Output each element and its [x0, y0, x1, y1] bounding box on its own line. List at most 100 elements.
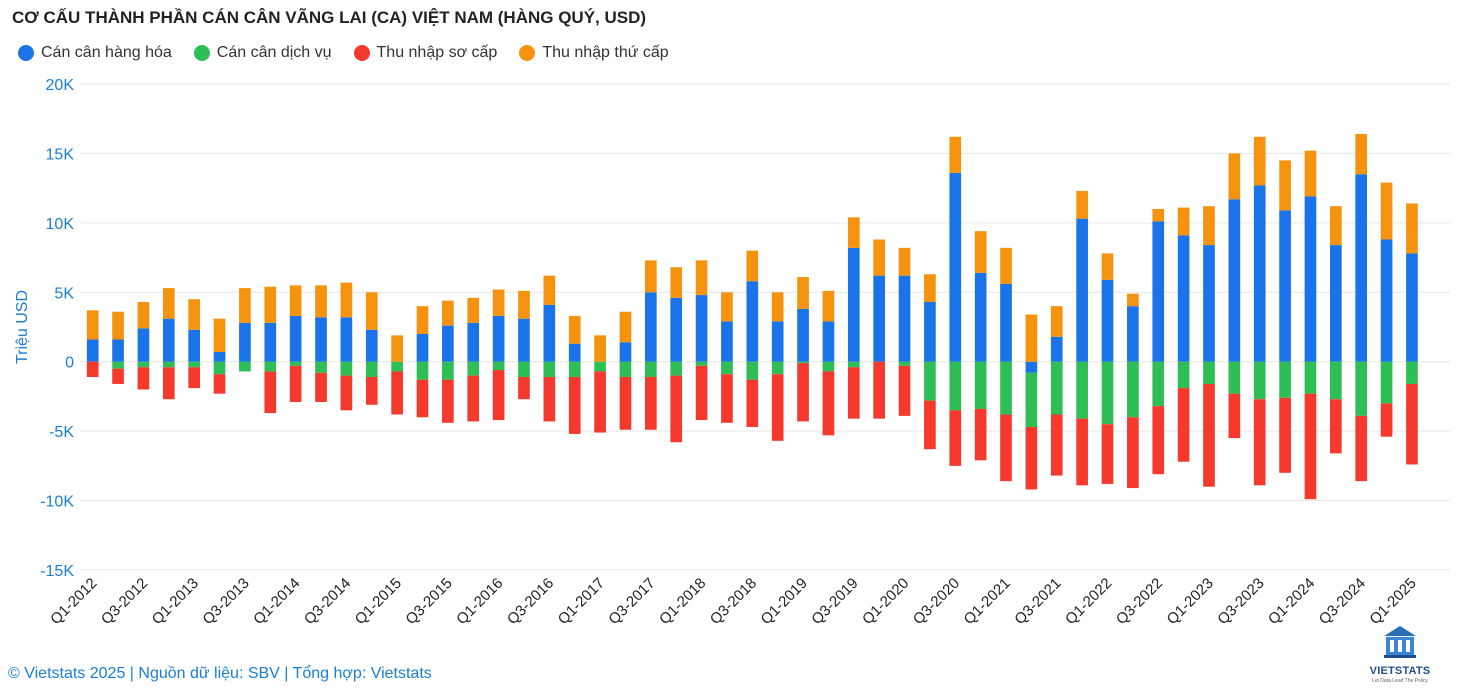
bar-primary-income-Q2-2021 [1025, 426, 1038, 490]
bar-services-Q3-2019 [847, 361, 860, 368]
bar-goods-Q4-2019 [873, 275, 886, 362]
bar-primary-income-Q3-2019 [847, 367, 860, 419]
bar-secondary-income-Q1-2018 [695, 260, 708, 296]
bar-secondary-income-Q3-2013 [239, 288, 251, 323]
x-tick-label: Q3-2022 [1113, 575, 1166, 628]
bar-goods-Q3-2014 [340, 317, 353, 362]
bar-services-Q2-2018 [721, 361, 733, 375]
bar-goods-Q4-2017 [670, 297, 683, 362]
bar-goods-Q3-2015 [442, 325, 454, 362]
legend-dot-goods [18, 45, 34, 61]
bar-goods-Q3-2016 [543, 304, 556, 362]
bar-primary-income-Q1-2014 [289, 365, 302, 402]
bar-primary-income-Q3-2024 [1355, 415, 1368, 482]
y-tick-label: -10K [40, 494, 74, 511]
bar-goods-Q1-2013 [188, 329, 201, 362]
bar-goods-Q4-2013 [264, 322, 277, 362]
bar-services-Q1-2020 [898, 361, 911, 366]
bar-services-Q2-2013 [213, 361, 226, 375]
x-tick-label: Q3-2020 [910, 575, 963, 628]
bar-services-Q1-2025 [1406, 361, 1418, 384]
bar-goods-Q1-2018 [695, 295, 708, 362]
bar-goods-Q4-2016 [568, 343, 581, 362]
bar-services-Q1-2022 [1101, 361, 1114, 425]
bar-goods-Q2-2014 [315, 317, 327, 362]
bar-services-Q1-2016 [492, 361, 505, 371]
bar-secondary-income-Q1-2016 [492, 289, 505, 316]
bar-primary-income-Q2-2015 [416, 379, 429, 418]
bar-secondary-income-Q2-2021 [1025, 314, 1038, 362]
building-chart-logo-icon [1384, 626, 1416, 658]
bar-primary-income-Q1-2025 [1406, 383, 1418, 465]
legend-label-services: Cán cân dịch vụ [216, 44, 332, 61]
bar-services-Q4-2013 [264, 361, 277, 372]
y-tick-label: 5K [54, 285, 74, 302]
bar-secondary-income-Q4-2016 [568, 315, 581, 344]
x-tick-label: Q1-2013 [149, 575, 202, 628]
x-tick-label: Q3-2024 [1316, 575, 1369, 628]
bar-primary-income-Q1-2021 [1000, 414, 1012, 482]
y-tick-label: 20K [46, 77, 75, 94]
bar-secondary-income-Q4-2024 [1380, 182, 1393, 240]
bar-primary-income-Q4-2022 [1177, 388, 1190, 462]
bar-services-Q2-2024 [1329, 361, 1342, 400]
legend-item-secondary-income[interactable]: Thu nhập thứ cấp [519, 44, 669, 62]
bar-goods-Q4-2014 [365, 329, 378, 362]
bar-goods-Q2-2019 [822, 321, 835, 362]
bar-secondary-income-Q1-2019 [797, 277, 809, 309]
bar-secondary-income-Q4-2012 [162, 288, 175, 319]
y-tick-label: -15K [40, 563, 74, 580]
bar-goods-Q4-2015 [467, 322, 480, 362]
bar-secondary-income-Q4-2017 [670, 267, 683, 298]
bar-primary-income-Q4-2021 [1076, 418, 1088, 486]
bar-services-Q2-2015 [416, 361, 429, 380]
bar-primary-income-Q1-2019 [797, 363, 809, 422]
y-tick-label: -5K [49, 424, 74, 441]
bar-secondary-income-Q1-2024 [1304, 150, 1317, 197]
bar-secondary-income-Q2-2022 [1127, 293, 1139, 307]
bar-secondary-income-Q3-2020 [949, 136, 962, 173]
legend-item-goods[interactable]: Cán cân hàng hóa [18, 44, 172, 62]
bar-goods-Q3-2019 [847, 247, 860, 362]
bar-services-Q3-2018 [746, 361, 759, 380]
bar-primary-income-Q4-2015 [467, 375, 480, 422]
bar-primary-income-Q3-2017 [644, 376, 657, 430]
bar-services-Q1-2019 [797, 361, 809, 364]
legend-label-primary-income: Thu nhập sơ cấp [376, 44, 498, 61]
x-tick-label: Q1-2018 [656, 575, 709, 628]
bar-primary-income-Q2-2024 [1329, 399, 1342, 454]
bar-goods-Q3-2017 [644, 292, 657, 362]
x-tick-label: Q1-2023 [1164, 575, 1217, 628]
bar-goods-Q3-2022 [1152, 221, 1165, 362]
bar-goods-Q3-2023 [1253, 185, 1266, 362]
bar-goods-Q3-2018 [746, 281, 759, 362]
bar-goods-Q3-2021 [1050, 336, 1063, 362]
bar-services-Q2-2016 [518, 361, 530, 377]
bar-secondary-income-Q3-2014 [340, 282, 353, 318]
legend-item-primary-income[interactable]: Thu nhập sơ cấp [353, 44, 498, 62]
bar-primary-income-Q4-2023 [1279, 397, 1291, 473]
bar-services-Q2-2022 [1127, 361, 1139, 418]
legend-item-services[interactable]: Cán cân dịch vụ [193, 44, 332, 62]
bar-services-Q1-2013 [188, 361, 201, 368]
bar-goods-Q3-2024 [1355, 174, 1368, 362]
legend-dot-services [193, 45, 210, 61]
bar-secondary-income-Q1-2013 [188, 299, 201, 330]
bar-secondary-income-Q3-2015 [442, 300, 454, 326]
bar-services-Q4-2023 [1279, 361, 1291, 398]
bar-primary-income-Q2-2023 [1228, 393, 1241, 439]
bar-secondary-income-Q3-2021 [1050, 306, 1063, 337]
x-tick-label: Q1-2021 [961, 575, 1014, 628]
bar-goods-Q1-2023 [1203, 245, 1215, 362]
legend: Cán cân hàng hóa Cán cân dịch vụ Thu nhậ… [18, 44, 669, 62]
bar-services-Q3-2023 [1253, 361, 1266, 400]
bar-goods-Q1-2012 [86, 339, 99, 362]
x-tick-label: Q1-2024 [1265, 575, 1318, 628]
footer-credit: © Vietstats 2025 | Nguồn dữ liệu: SBV | … [8, 665, 432, 682]
bar-secondary-income-Q2-2024 [1329, 206, 1342, 246]
bar-services-Q1-2018 [695, 361, 708, 366]
bar-services-Q4-2022 [1177, 361, 1190, 389]
bar-goods-Q4-2012 [162, 318, 175, 362]
bar-goods-Q4-2018 [771, 321, 784, 362]
